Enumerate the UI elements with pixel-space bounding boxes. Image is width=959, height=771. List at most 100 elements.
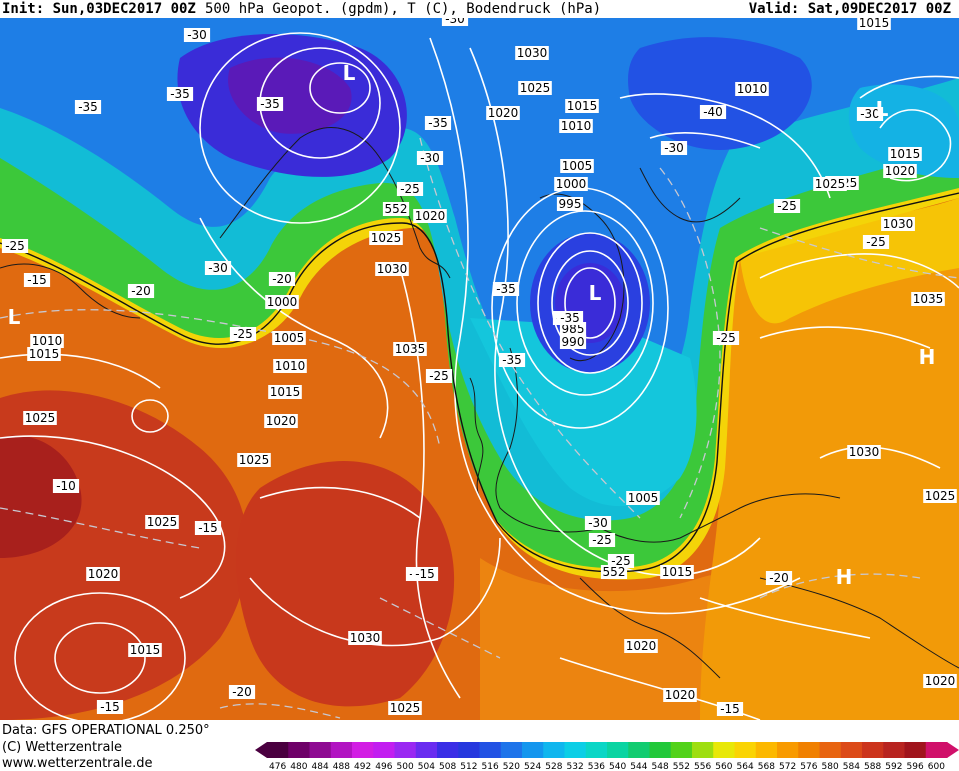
temperature-label: -25 <box>588 533 616 547</box>
svg-text:1015: 1015 <box>29 347 60 361</box>
scale-swatch <box>904 742 927 758</box>
scale-tick-label: 536 <box>588 762 605 770</box>
temperature-label: -25 <box>396 182 424 196</box>
temperature-label: -35 <box>74 100 102 114</box>
temperature-label: -35 <box>424 116 452 130</box>
scale-swatch <box>925 742 948 758</box>
temperature-label: -25 <box>229 327 257 341</box>
svg-text:1015: 1015 <box>130 643 161 657</box>
pressure-label: 1010 <box>559 119 593 133</box>
svg-text:1015: 1015 <box>859 18 890 30</box>
pressure-label: 1020 <box>413 209 447 223</box>
svg-text:1020: 1020 <box>266 414 297 428</box>
svg-text:985: 985 <box>562 322 585 336</box>
svg-text:1030: 1030 <box>849 445 880 459</box>
pressure-label: 1010 <box>273 359 307 373</box>
svg-text:-25: -25 <box>233 327 253 341</box>
svg-text:1015: 1015 <box>662 565 693 579</box>
pressure-label: 1030 <box>515 46 549 60</box>
scale-swatch <box>755 742 778 758</box>
scale-swatch <box>309 742 332 758</box>
svg-text:-30: -30 <box>588 516 608 530</box>
scale-swatch <box>670 742 693 758</box>
pressure-label: 1025 <box>388 701 422 715</box>
svg-text:-15: -15 <box>198 521 218 535</box>
low-pressure-marker: L <box>343 61 356 85</box>
scale-tick-label: 576 <box>800 762 817 770</box>
pressure-label: 1015 <box>888 147 922 161</box>
svg-text:1010: 1010 <box>561 119 592 133</box>
pressure-label: 1015 <box>660 565 694 579</box>
svg-text:1010: 1010 <box>32 334 63 348</box>
pressure-label: 990 <box>559 335 587 349</box>
svg-text:-35: -35 <box>170 87 190 101</box>
temperature-label: -25 <box>773 199 801 213</box>
scale-swatch <box>862 742 884 758</box>
high-pressure-marker: H <box>919 345 936 369</box>
scale-swatch <box>437 742 459 758</box>
svg-text:-25: -25 <box>429 369 449 383</box>
svg-text:1020: 1020 <box>885 164 916 178</box>
svg-text:-15: -15 <box>720 702 740 716</box>
scale-tick-label: 496 <box>375 762 392 770</box>
pressure-label: 1020 <box>663 688 697 702</box>
svg-text:1025: 1025 <box>239 453 270 467</box>
scale-swatch <box>649 742 672 758</box>
temperature-label: -30 <box>416 151 444 165</box>
scale-tick-label: 584 <box>843 762 860 770</box>
map-description: 500 hPa Geopot. (gpdm), T (C), Bodendruc… <box>205 1 602 17</box>
temperature-label: -35 <box>256 97 284 111</box>
svg-text:1015: 1015 <box>270 385 301 399</box>
low-pressure-marker: L <box>8 305 21 329</box>
pressure-label: 1025 <box>23 411 57 425</box>
temperature-label: -30 <box>660 141 688 155</box>
scale-swatch <box>713 742 735 758</box>
temperature-label: -15 <box>716 702 744 716</box>
svg-text:1025: 1025 <box>147 515 178 529</box>
svg-text:1025: 1025 <box>390 701 421 715</box>
svg-text:1000: 1000 <box>267 295 298 309</box>
scale-tick-label: 476 <box>269 762 286 770</box>
scale-tick-label: 504 <box>418 762 435 770</box>
scale-tick-label: 572 <box>779 762 796 770</box>
svg-text:-30: -30 <box>187 28 207 42</box>
pressure-label: 1020 <box>486 106 520 120</box>
low-pressure-marker: L <box>589 281 602 305</box>
svg-text:1020: 1020 <box>88 567 119 581</box>
pressure-label: 1000 <box>554 177 588 191</box>
svg-text:1020: 1020 <box>665 688 696 702</box>
deep-red-core <box>0 435 82 558</box>
east-warm-block <box>700 198 959 720</box>
temperature-label: -30 <box>441 18 469 26</box>
scale-swatch <box>500 742 523 758</box>
pressure-label: 1025 <box>237 453 271 467</box>
svg-text:1020: 1020 <box>925 674 956 688</box>
cyan-tongue <box>470 318 697 507</box>
scale-swatch <box>628 742 650 758</box>
svg-text:1010: 1010 <box>737 82 768 96</box>
pressure-label: 1025 <box>518 81 552 95</box>
scale-tick-label: 544 <box>630 762 647 770</box>
pressure-label: 1035 <box>911 292 945 306</box>
pressure-label: 1025 <box>923 489 957 503</box>
temperature-label: -30 <box>183 28 211 42</box>
temperature-label: -15 <box>23 273 51 287</box>
temperature-label: -30 <box>204 261 232 275</box>
svg-text:-25: -25 <box>716 331 736 345</box>
svg-text:-30: -30 <box>208 261 228 275</box>
svg-text:1025: 1025 <box>371 231 402 245</box>
height-label-552: 552 <box>600 565 628 579</box>
svg-text:1015: 1015 <box>567 99 598 113</box>
svg-text:552: 552 <box>385 202 408 216</box>
pressure-label: 1020 <box>264 414 298 428</box>
temperature-label: -20 <box>765 571 793 585</box>
svg-text:1030: 1030 <box>883 217 914 231</box>
svg-text:1030: 1030 <box>517 46 548 60</box>
temperature-label: -40 <box>699 105 727 119</box>
temperature-label: -25 <box>712 331 740 345</box>
temperature-label: -25 <box>607 554 635 568</box>
scale-tick-label: 492 <box>354 762 371 770</box>
scale-tick-label: 520 <box>503 762 520 770</box>
scale-swatch <box>522 742 544 758</box>
svg-text:-20: -20 <box>272 272 292 286</box>
